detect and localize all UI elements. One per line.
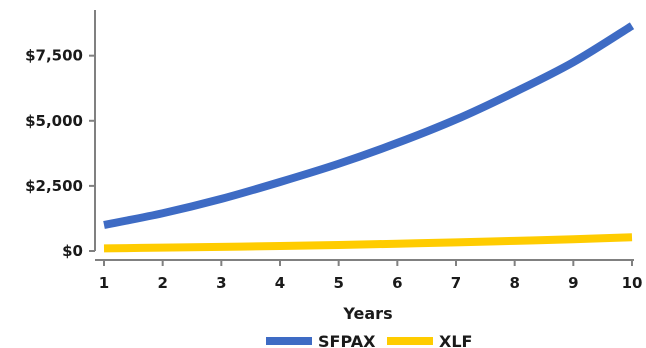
x-tick-label: 2 [157, 274, 167, 292]
x-tick-label: 9 [568, 274, 578, 292]
y-axis: $0 $2,500 $5,000 $7,500 [25, 10, 96, 260]
series-line-xlf [103, 233, 633, 253]
series-line-sfpax [103, 22, 635, 229]
x-axis-title: Years [342, 304, 392, 323]
x-tick-label: 4 [275, 274, 285, 292]
series-lines [103, 22, 635, 253]
y-tick-label: $2,500 [25, 177, 83, 195]
x-tick-label: 10 [622, 274, 643, 292]
x-tick-label: 8 [509, 274, 519, 292]
x-tick-label: 6 [392, 274, 402, 292]
y-tick-label: $0 [62, 242, 83, 260]
legend: SFPAX XLF [266, 332, 472, 348]
x-tick-label: 1 [99, 274, 109, 292]
legend-label-sfpax: SFPAX [318, 332, 376, 348]
x-tick-label: 7 [451, 274, 461, 292]
x-tick-label: 3 [216, 274, 226, 292]
x-axis: 1 2 3 4 5 6 7 8 9 10 [95, 259, 643, 292]
x-tick-label: 5 [333, 274, 343, 292]
y-tick-label: $5,000 [25, 112, 83, 130]
y-tick-label: $7,500 [25, 47, 83, 65]
legend-label-xlf: XLF [439, 332, 472, 348]
